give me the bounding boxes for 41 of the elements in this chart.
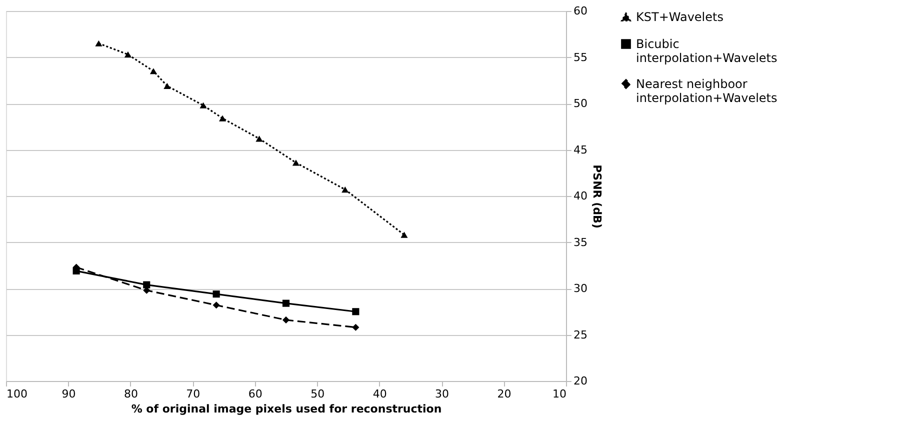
legend-label: Bicubic interpolation+Wavelets: [636, 37, 778, 65]
y-tick-label: 50: [574, 97, 588, 110]
point: [400, 232, 408, 238]
x-tick-label: 40: [372, 388, 387, 400]
y-tick-label: 60: [574, 4, 588, 18]
point: [200, 102, 207, 108]
point: [95, 40, 102, 46]
point: [212, 290, 220, 298]
x-tick-label: 90: [62, 388, 76, 400]
point: [164, 82, 171, 89]
point: [342, 186, 349, 193]
x-tick-label: 60: [248, 388, 262, 400]
x-tick-label: 100: [6, 388, 28, 400]
point: [150, 68, 158, 74]
point: [143, 281, 150, 288]
point: [352, 324, 360, 331]
point: [282, 300, 290, 307]
point: [292, 160, 300, 166]
y-axis-title: PSNR (dB): [590, 164, 604, 228]
x-tick-label: 20: [497, 388, 512, 400]
point: [352, 308, 360, 316]
x-tick-label: 30: [435, 388, 450, 400]
legend-label: Nearest neighboor interpolation+Wavelets: [636, 77, 778, 105]
point: [256, 136, 263, 142]
y-tick-label: 40: [574, 190, 588, 202]
y-tick-label: 35: [574, 236, 588, 249]
y-tick-label: 20: [574, 374, 588, 388]
point: [212, 302, 220, 309]
legend-label: KST+Wavelets: [636, 10, 724, 24]
point: [218, 115, 226, 122]
x-axis-title: % of original image pixels used for reconstruction: [131, 402, 442, 416]
x-tick-label: 80: [124, 388, 138, 400]
point: [282, 316, 290, 324]
x-tick-label: 10: [552, 388, 566, 400]
y-tick-label: 25: [574, 328, 588, 342]
y-tick-label: 55: [574, 50, 588, 64]
point: [124, 51, 132, 58]
y-tick-label: 45: [574, 143, 588, 156]
x-tick-label: 70: [186, 388, 200, 400]
y-tick-label: 30: [574, 282, 588, 295]
x-tick-label: 50: [310, 388, 325, 400]
